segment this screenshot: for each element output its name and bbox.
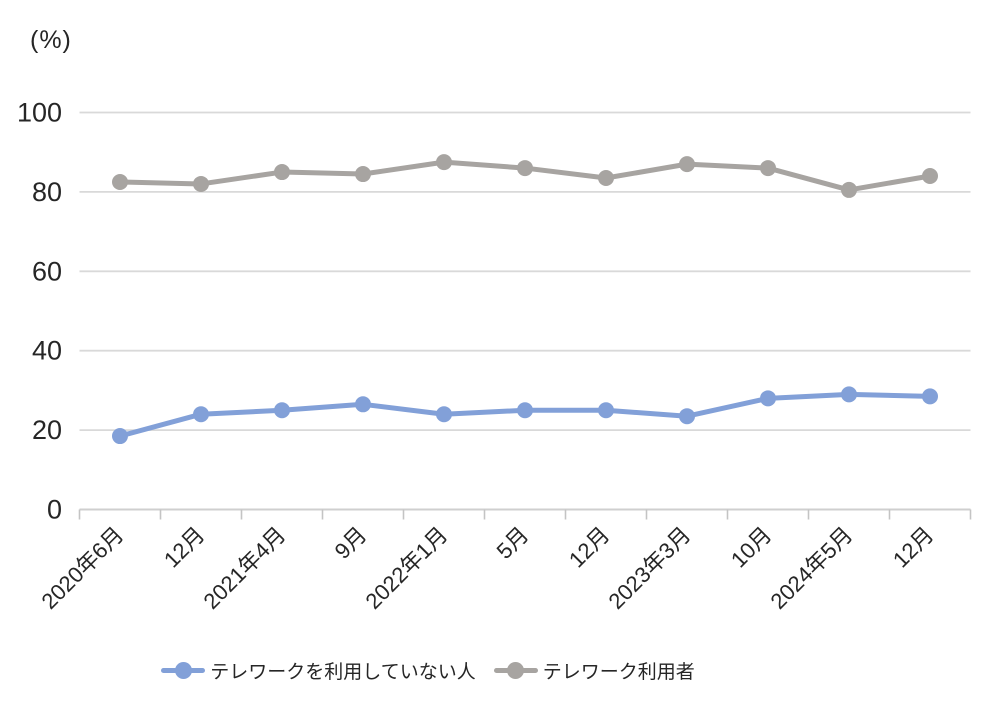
data-point-marker <box>922 388 938 405</box>
data-point-marker <box>760 160 776 177</box>
data-point-marker <box>841 181 857 198</box>
chart-legend: テレワークを利用していない人 テレワーク利用者 <box>0 657 928 684</box>
x-axis-category-label: 5月 <box>492 522 534 564</box>
data-point-marker <box>598 402 614 419</box>
data-point-marker <box>517 160 533 177</box>
y-axis-tick-label: 40 <box>32 336 62 366</box>
data-point-marker <box>679 408 695 425</box>
data-point-marker <box>436 406 452 423</box>
legend-line-marker-icon <box>493 662 538 680</box>
data-point-marker <box>274 164 290 181</box>
x-axis-category-label: 2020年6月 <box>36 522 128 614</box>
legend-label-non-telework-users: テレワークを利用していない人 <box>210 662 476 683</box>
x-axis-category-label: 12月 <box>159 522 210 573</box>
x-axis-category-label: 2024年5月 <box>765 522 857 614</box>
data-point-marker <box>517 402 533 419</box>
legend-dot-marker-icon <box>174 662 192 679</box>
legend-dot-marker-icon <box>507 662 525 679</box>
data-point-marker <box>193 406 209 423</box>
data-point-marker <box>274 402 290 419</box>
data-point-marker <box>112 173 128 190</box>
x-axis-category-label: 12月 <box>888 522 939 573</box>
x-axis-category-label: 2021年4月 <box>198 522 290 614</box>
y-axis-tick-label: 20 <box>32 415 62 445</box>
data-point-marker <box>679 156 695 173</box>
data-point-marker <box>598 170 614 187</box>
legend-line-marker-icon <box>161 662 206 680</box>
y-axis-tick-label: 0 <box>47 495 62 525</box>
y-axis-tick-label: 80 <box>32 177 62 207</box>
data-point-marker <box>355 166 371 183</box>
data-point-marker <box>922 168 938 185</box>
x-axis-category-label: 2023年3月 <box>603 522 695 614</box>
data-point-marker <box>436 154 452 171</box>
data-point-marker <box>760 390 776 407</box>
y-axis-tick-label: 60 <box>32 256 62 286</box>
x-axis-category-label: 2022年1月 <box>360 522 452 614</box>
legend-label-telework-users: テレワーク利用者 <box>542 662 695 683</box>
x-axis-category-label: 12月 <box>564 522 615 573</box>
legend-item-telework-users: テレワーク利用者 <box>493 657 695 684</box>
y-axis-unit-label: (%) <box>30 26 72 54</box>
x-axis-category-label: 9月 <box>330 522 372 564</box>
y-axis-tick-label: 100 <box>17 98 62 128</box>
legend-item-non-telework-users: テレワークを利用していない人 <box>161 657 476 684</box>
data-point-marker <box>193 175 209 192</box>
data-point-marker <box>112 428 128 445</box>
data-point-marker <box>841 386 857 403</box>
data-point-marker <box>355 396 371 413</box>
x-axis-category-label: 10月 <box>726 522 777 573</box>
